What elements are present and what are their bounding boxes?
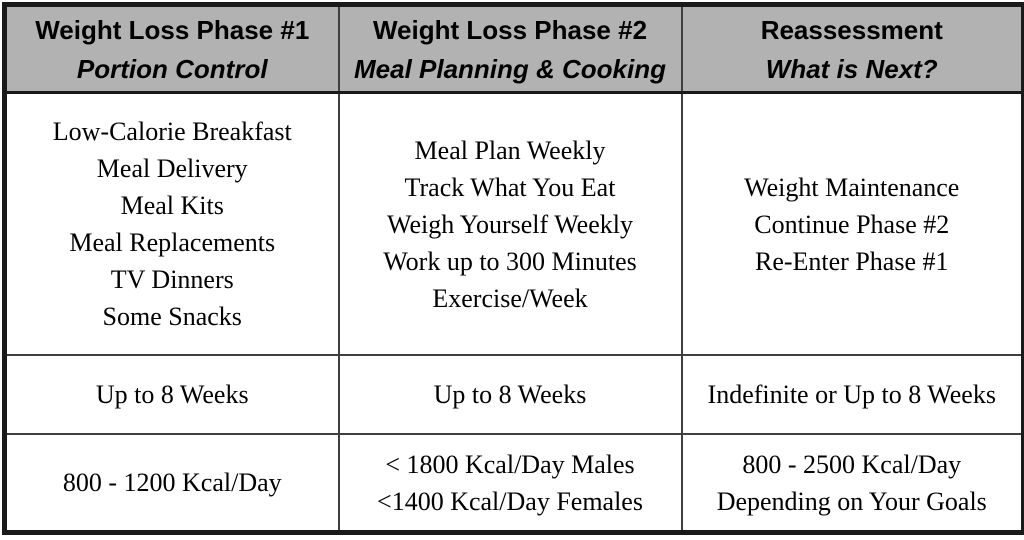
reassessment-subtitle: What is Next?: [765, 54, 938, 84]
duration-row: Up to 8 Weeks Up to 8 Weeks Indefinite o…: [3, 354, 1024, 436]
header-cell-phase1: Weight Loss Phase #1 Portion Control: [3, 3, 340, 94]
phase2-subtitle: Meal Planning & Cooking: [353, 54, 666, 84]
strategy-line: Re-Enter Phase #1: [754, 246, 949, 276]
reassessment-duration-cell: Indefinite or Up to 8 Weeks: [680, 354, 1024, 436]
phase2-strategies-cell: Meal Plan Weekly Track What You Eat Weig…: [337, 91, 683, 357]
strategy-line: Weigh Yourself Weekly: [387, 209, 633, 239]
calories-line: 800 - 2500 Kcal/Day: [742, 449, 962, 479]
calories-row: 800 - 1200 Kcal/Day < 1800 Kcal/Day Male…: [3, 433, 1024, 534]
strategy-line: Some Snacks: [102, 302, 242, 332]
strategy-line: Work up to 300 Minutes: [383, 246, 637, 276]
reassessment-strategies-cell: Weight Maintenance Continue Phase #2 Re-…: [680, 91, 1024, 357]
phase2-duration-cell: Up to 8 Weeks: [337, 354, 683, 436]
reassessment-calories-cell: 800 - 2500 Kcal/Day Depending on Your Go…: [680, 433, 1024, 534]
strategy-line: Meal Replacements: [69, 228, 276, 258]
strategy-line: Track What You Eat: [404, 172, 616, 202]
strategy-line: Meal Delivery: [96, 154, 248, 184]
header-cell-reassessment: Reassessment What is Next?: [680, 3, 1024, 94]
phase2-title: Weight Loss Phase #2: [372, 15, 648, 45]
strategy-line: Exercise/Week: [432, 283, 588, 313]
calories-line: Depending on Your Goals: [716, 486, 987, 516]
phase1-calories-cell: 800 - 1200 Kcal/Day: [3, 433, 340, 534]
strategy-line: Weight Maintenance: [744, 172, 960, 202]
duration-line: Indefinite or Up to 8 Weeks: [707, 380, 996, 410]
calories-line: 800 - 1200 Kcal/Day: [62, 468, 282, 498]
calories-line: <1400 Kcal/Day Females: [377, 486, 643, 516]
header-row: Weight Loss Phase #1 Portion Control Wei…: [3, 3, 1024, 94]
strategy-line: Meal Plan Weekly: [414, 135, 606, 165]
phase1-title: Weight Loss Phase #1: [35, 15, 310, 45]
phase1-strategies-cell: Low-Calorie Breakfast Meal Delivery Meal…: [3, 91, 340, 357]
reassessment-title: Reassessment: [760, 15, 943, 45]
strategy-line: Low-Calorie Breakfast: [52, 117, 292, 147]
duration-line: Up to 8 Weeks: [95, 380, 249, 410]
duration-line: Up to 8 Weeks: [433, 380, 587, 410]
phase1-subtitle: Portion Control: [76, 54, 268, 84]
header-cell-phase2: Weight Loss Phase #2 Meal Planning & Coo…: [337, 3, 683, 94]
strategy-line: Continue Phase #2: [754, 209, 950, 239]
strategy-line: TV Dinners: [110, 265, 234, 295]
phase2-calories-cell: < 1800 Kcal/Day Males <1400 Kcal/Day Fem…: [337, 433, 683, 534]
calories-line: < 1800 Kcal/Day Males: [385, 449, 635, 479]
phase1-duration-cell: Up to 8 Weeks: [3, 354, 340, 436]
strategy-line: Meal Kits: [120, 191, 224, 221]
strategies-row: Low-Calorie Breakfast Meal Delivery Meal…: [3, 91, 1024, 357]
